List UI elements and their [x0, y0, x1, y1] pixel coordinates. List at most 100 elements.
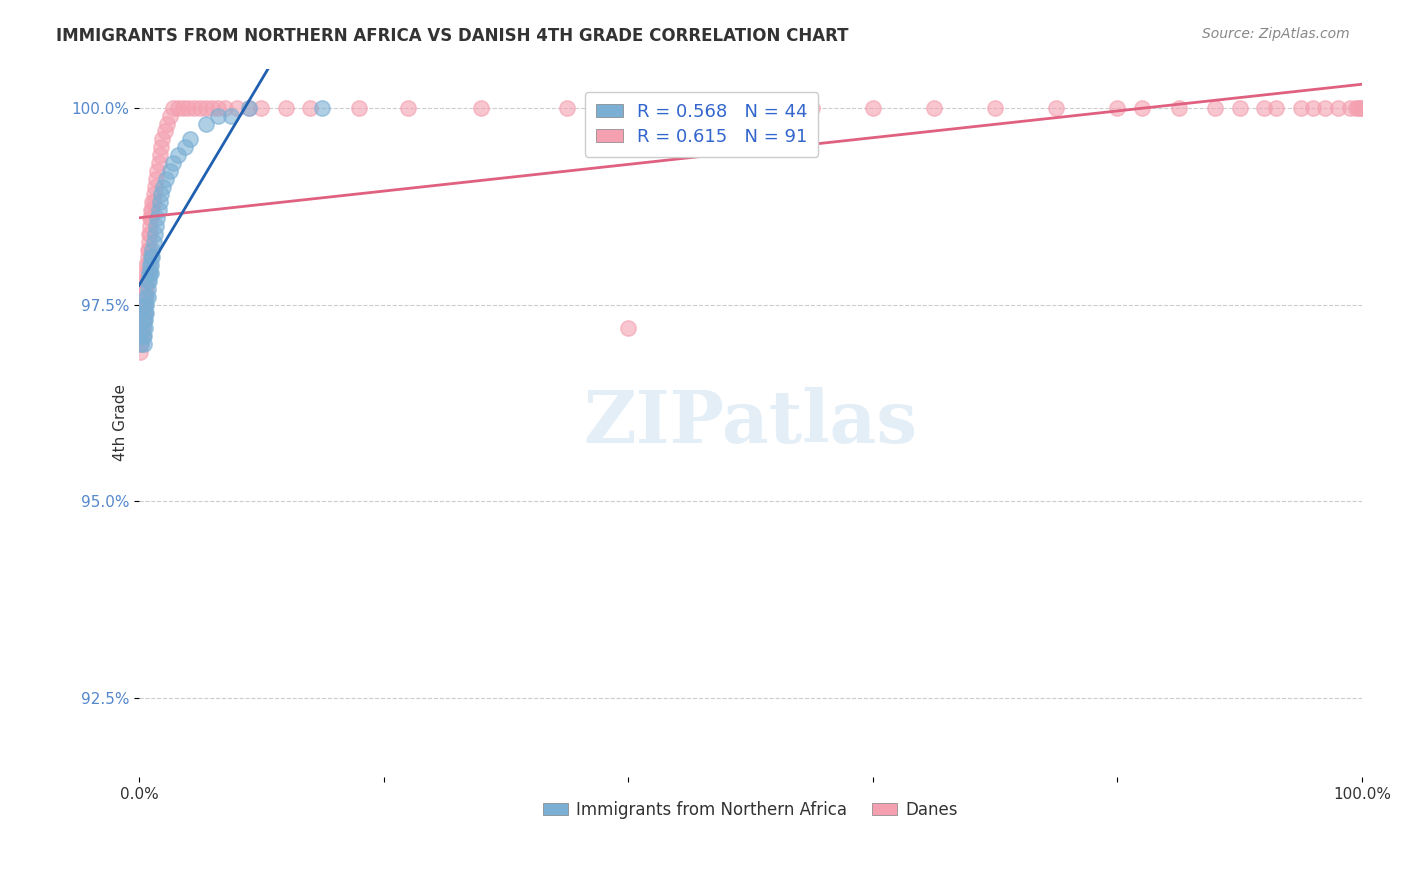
Point	[740, 101, 762, 115]
Point	[1339, 101, 1361, 115]
Point	[131, 321, 153, 335]
Point	[167, 148, 190, 162]
Point	[177, 101, 200, 115]
Point	[159, 164, 181, 178]
Point	[135, 282, 157, 296]
Point	[1326, 101, 1348, 115]
Point	[141, 203, 163, 218]
Point	[984, 101, 1007, 115]
Point	[141, 211, 163, 225]
Point	[132, 313, 155, 327]
Point	[136, 282, 159, 296]
Point	[132, 329, 155, 343]
Point	[132, 313, 155, 327]
Y-axis label: 4th Grade: 4th Grade	[112, 384, 128, 461]
Point	[148, 203, 170, 218]
Point	[862, 101, 884, 115]
Point	[131, 321, 153, 335]
Point	[1265, 101, 1288, 115]
Point	[134, 305, 156, 319]
Point	[172, 101, 194, 115]
Point	[135, 305, 157, 319]
Point	[138, 243, 160, 257]
Point	[134, 305, 156, 319]
Point	[149, 140, 172, 154]
Point	[250, 101, 273, 115]
Point	[149, 148, 172, 162]
Point	[131, 337, 153, 351]
Point	[142, 187, 165, 202]
Point	[156, 117, 179, 131]
Text: ZIPatlas: ZIPatlas	[583, 387, 918, 458]
Point	[138, 235, 160, 249]
Point	[141, 195, 163, 210]
Point	[135, 290, 157, 304]
Point	[141, 266, 163, 280]
Point	[142, 195, 165, 210]
Point	[136, 274, 159, 288]
Point	[555, 101, 578, 115]
Text: Source: ZipAtlas.com: Source: ZipAtlas.com	[1202, 27, 1350, 41]
Point	[146, 164, 169, 178]
Point	[143, 227, 166, 241]
Point	[134, 313, 156, 327]
Point	[179, 132, 201, 146]
Point	[167, 101, 190, 115]
Point	[1344, 101, 1367, 115]
Point	[174, 140, 197, 154]
Point	[138, 274, 160, 288]
Point	[131, 313, 153, 327]
Point	[132, 290, 155, 304]
Point	[617, 321, 640, 335]
Point	[396, 101, 419, 115]
Legend: Immigrants from Northern Africa, Danes: Immigrants from Northern Africa, Danes	[536, 794, 965, 825]
Point	[132, 337, 155, 351]
Point	[219, 109, 242, 123]
Point	[131, 329, 153, 343]
Point	[134, 274, 156, 288]
Point	[207, 101, 229, 115]
Point	[134, 282, 156, 296]
Point	[131, 337, 153, 351]
Point	[134, 321, 156, 335]
Point	[149, 187, 172, 202]
Point	[188, 101, 211, 115]
Point	[131, 305, 153, 319]
Point	[207, 109, 229, 123]
Point	[470, 101, 492, 115]
Point	[148, 156, 170, 170]
Point	[146, 211, 169, 225]
Point	[155, 171, 177, 186]
Point	[131, 321, 153, 335]
Point	[138, 266, 160, 280]
Point	[1130, 101, 1153, 115]
Point	[311, 101, 333, 115]
Point	[131, 329, 153, 343]
Point	[149, 195, 172, 210]
Point	[159, 109, 181, 123]
Point	[136, 243, 159, 257]
Point	[136, 290, 159, 304]
Point	[136, 258, 159, 272]
Point	[1302, 101, 1324, 115]
Point	[143, 179, 166, 194]
Point	[145, 171, 167, 186]
Point	[678, 101, 700, 115]
Point	[141, 251, 163, 265]
Point	[139, 258, 162, 272]
Point	[800, 101, 823, 115]
Point	[214, 101, 236, 115]
Point	[134, 290, 156, 304]
Point	[134, 298, 156, 312]
Point	[347, 101, 370, 115]
Point	[922, 101, 945, 115]
Point	[135, 274, 157, 288]
Point	[274, 101, 297, 115]
Point	[1045, 101, 1067, 115]
Point	[142, 235, 165, 249]
Point	[238, 101, 260, 115]
Point	[238, 101, 260, 115]
Point	[150, 132, 173, 146]
Point	[195, 117, 218, 131]
Point	[132, 305, 155, 319]
